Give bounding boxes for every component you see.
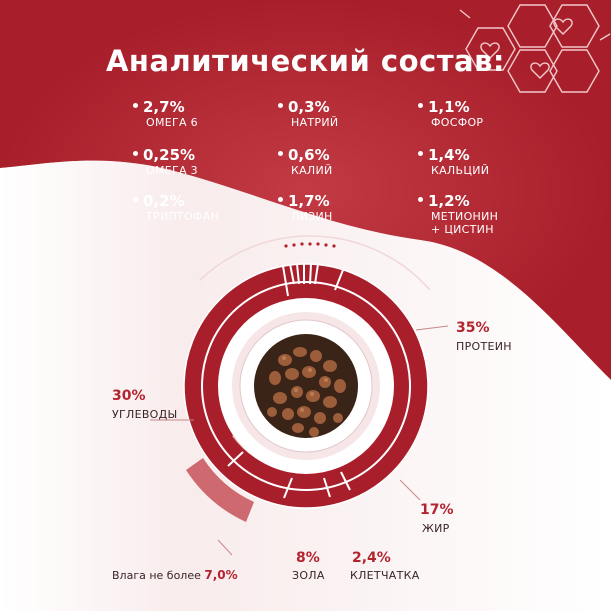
bullet-icon xyxy=(133,151,138,156)
nutrient-omega3: 0,25% ОМЕГА 3 xyxy=(133,146,198,177)
fiber-value: 2,4% xyxy=(352,550,391,566)
protein-label: ПРОТЕИН xyxy=(456,340,512,353)
nutrient-potassium: 0,6% КАЛИЙ xyxy=(278,146,333,177)
bullet-icon xyxy=(418,197,423,202)
bullet-icon xyxy=(278,197,283,202)
bullet-icon xyxy=(418,151,423,156)
carbs-value: 30% xyxy=(112,388,146,404)
ash-value: 8% xyxy=(296,550,320,566)
fiber-label: КЛЕТЧАТКА xyxy=(350,569,420,582)
nutrient-lysine: 1,7% ЛИЗИН xyxy=(278,192,333,223)
kibble-bowl-image xyxy=(254,334,358,438)
bullet-icon xyxy=(418,103,423,108)
carbs-label: УГЛЕВОДЫ xyxy=(112,408,178,421)
bullet-icon xyxy=(278,103,283,108)
nutrient-tryptophan: 0,2% ТРИПТОФАН xyxy=(133,192,219,223)
red-banner xyxy=(0,0,611,380)
decorative-dots xyxy=(284,242,336,248)
nutrient-calcium: 1,4% КАЛЬЦИЙ xyxy=(418,146,489,177)
fat-label: ЖИР xyxy=(422,522,450,535)
protein-value: 35% xyxy=(456,320,490,336)
nutrient-omega6: 2,7% ОМЕГА 6 xyxy=(133,98,198,129)
nutrient-phosphorus: 1,1% ФОСФОР xyxy=(418,98,483,129)
fat-value: 17% xyxy=(420,502,454,518)
bullet-icon xyxy=(133,103,138,108)
page-title: Аналитический состав: xyxy=(105,44,506,78)
bullet-icon xyxy=(278,151,283,156)
bullet-icon xyxy=(133,197,138,202)
moisture-note: Влага не более 7,0% xyxy=(112,568,238,582)
nutrient-sodium: 0,3% НАТРИЙ xyxy=(278,98,338,129)
hexagon-hearts-icon xyxy=(459,4,611,93)
nutrient-methionine: 1,2% МЕТИОНИН + ЦИСТИН xyxy=(418,192,498,236)
ash-label: ЗОЛА xyxy=(292,569,325,582)
